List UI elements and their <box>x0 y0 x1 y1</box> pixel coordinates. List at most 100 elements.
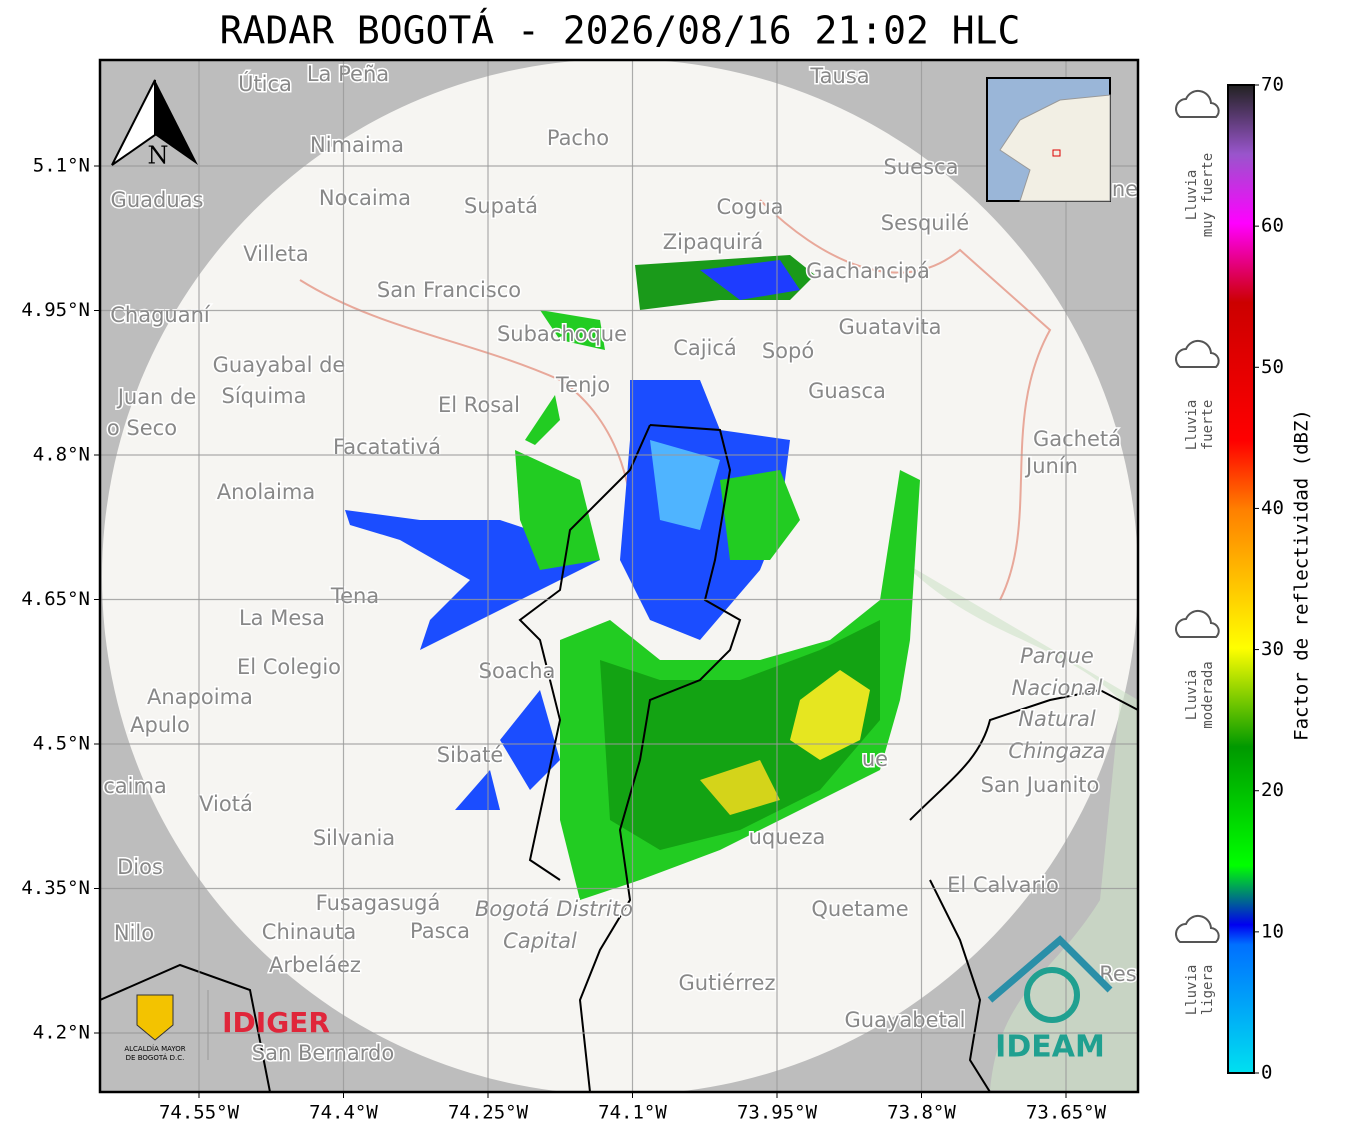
place-label: Sesquilé <box>881 211 969 235</box>
colorbar-tick-label: 50 <box>1261 356 1284 378</box>
boundary <box>100 963 271 1092</box>
rain-icon <box>1175 89 1220 118</box>
place-label: Nacional <box>1012 676 1103 700</box>
lon-tick-label: 74.1°W <box>598 1102 667 1124</box>
place-label: Parque <box>1020 644 1094 668</box>
rain-legend-label: Lluvia <box>1184 170 1200 221</box>
lon-tick-label: 74.55°W <box>159 1102 240 1124</box>
lon-tick-label: 73.8°W <box>887 1102 956 1124</box>
place-label: Juan de <box>116 385 197 409</box>
place-label: Anolaima <box>217 480 315 504</box>
place-label: Villeta <box>243 242 308 266</box>
rain-icon <box>1175 339 1220 368</box>
place-label: Zipaquirá <box>663 230 763 254</box>
place-label: Gachancipá <box>806 259 930 283</box>
place-label: ue <box>862 747 888 771</box>
place-label: Sibaté <box>437 743 504 767</box>
title: RADAR BOGOTÁ - 2026/08/16 21:02 HLC <box>220 9 1021 53</box>
place-label: Guatavita <box>839 315 942 339</box>
place-label: o Seco <box>107 416 177 440</box>
place-label: Nilo <box>114 921 154 945</box>
place-label: Soacha <box>479 659 556 683</box>
place-labels: Útica La Peña Tausa Pacho Nimaima Guaduas Noca… <box>102 61 1138 1067</box>
lon-tick-label: 73.65°W <box>1026 1102 1107 1124</box>
boundary <box>578 424 742 1092</box>
place-label: La Mesa <box>239 606 325 630</box>
lat-tick-label: 4.95°N <box>21 299 90 321</box>
place-label: San Francisco <box>377 278 521 302</box>
rain-icon <box>1175 609 1220 638</box>
place-label: Capital <box>503 929 577 953</box>
grid <box>100 60 1138 1092</box>
place-label: Sopó <box>762 339 814 363</box>
rain-legend-label: ligera <box>1200 965 1216 1016</box>
place-label: Guayabal de <box>213 353 346 377</box>
map: Útica La Peña Tausa Pacho Nimaima Guaduas Noca… <box>100 60 1138 1092</box>
colorbar-label: Factor de reflectividad (dBZ) <box>1291 409 1313 741</box>
colorbar <box>1227 84 1255 1074</box>
place-label: Chinauta <box>262 920 356 944</box>
place-label: Chaguaní <box>110 303 211 327</box>
lat-tick-label: 4.65°N <box>21 588 90 610</box>
lat-tick-label: 4.5°N <box>33 733 90 755</box>
lat-tick-label: 4.35°N <box>21 877 90 899</box>
place-label: Chingaza <box>1008 739 1105 763</box>
place-label: Tausa <box>809 64 869 88</box>
place-label: Fusagasugá <box>316 891 441 915</box>
rain-legend-label: Lluvia <box>1184 400 1200 451</box>
place-label: Arbeláez <box>269 953 361 977</box>
radar-range <box>102 60 1138 1092</box>
north-label: N <box>148 142 169 170</box>
place-label: Guasca <box>808 379 886 403</box>
place-label: Junín <box>1024 454 1078 478</box>
boundary <box>518 424 651 881</box>
colorbar-tick-label: 70 <box>1261 74 1284 96</box>
radar-echoes <box>345 255 920 900</box>
place-label: Bogotá Distrito <box>475 897 633 921</box>
place-label: Viotá <box>199 792 253 816</box>
lat-tick-label: 4.2°N <box>33 1022 90 1044</box>
place-label: ne <box>1112 177 1138 201</box>
place-label: Tenjo <box>555 373 610 397</box>
logo-text: DE BOGOTÁ D.C. <box>126 1053 185 1062</box>
rain-legend-label: fuerte <box>1200 400 1216 451</box>
place-label: Nocaima <box>319 186 411 210</box>
lat-tick-label: 5.1°N <box>33 155 90 177</box>
logo-alcaldia: ALCALDÍA MAYOR DE BOGOTÁ D.C. IDIGER <box>124 990 330 1062</box>
place-label: Supatá <box>464 194 538 218</box>
lon-tick-label: 73.95°W <box>737 1102 818 1124</box>
place-label: Apulo <box>130 713 190 737</box>
road <box>759 199 1052 601</box>
place-label: Anapoima <box>147 685 253 709</box>
place-label: Nimaima <box>310 133 404 157</box>
place-label: La Peña <box>307 62 389 86</box>
logo-text: ALCALDÍA MAYOR <box>124 1044 185 1053</box>
rain-legend-label: Lluvia <box>1184 965 1200 1016</box>
place-label: Pasca <box>410 919 470 943</box>
logo-ideam-text: IDEAM <box>995 1030 1105 1065</box>
place-label: Útica <box>238 71 292 96</box>
map-frame <box>98 58 1140 1094</box>
colorbar-tick-label: 0 <box>1261 1062 1272 1084</box>
lon-tick-label: 74.25°W <box>448 1102 529 1124</box>
place-label: El Rosal <box>438 393 520 417</box>
lon-tick-label: 74.4°W <box>309 1102 378 1124</box>
place-label: El Colegio <box>237 655 341 679</box>
place-label: Subachoque <box>497 322 627 346</box>
place-label: Cogua <box>716 195 783 219</box>
place-label: Síquima <box>222 384 307 408</box>
inset-map <box>986 77 1111 202</box>
place-label: Tena <box>330 584 379 608</box>
place-label: Gutiérrez <box>679 971 776 995</box>
place-label: San Bernardo <box>252 1041 394 1065</box>
rain-legend-label: Lluvia <box>1184 670 1200 721</box>
place-label: Quetame <box>811 897 908 921</box>
place-label: Dios <box>117 855 163 879</box>
colorbar-tick-label: 20 <box>1261 779 1284 801</box>
rain-legend-label: moderada <box>1200 661 1216 728</box>
place-label: El Calvario <box>947 873 1059 897</box>
place-label: Cajicá <box>673 336 737 360</box>
place-label: Pacho <box>547 126 609 150</box>
